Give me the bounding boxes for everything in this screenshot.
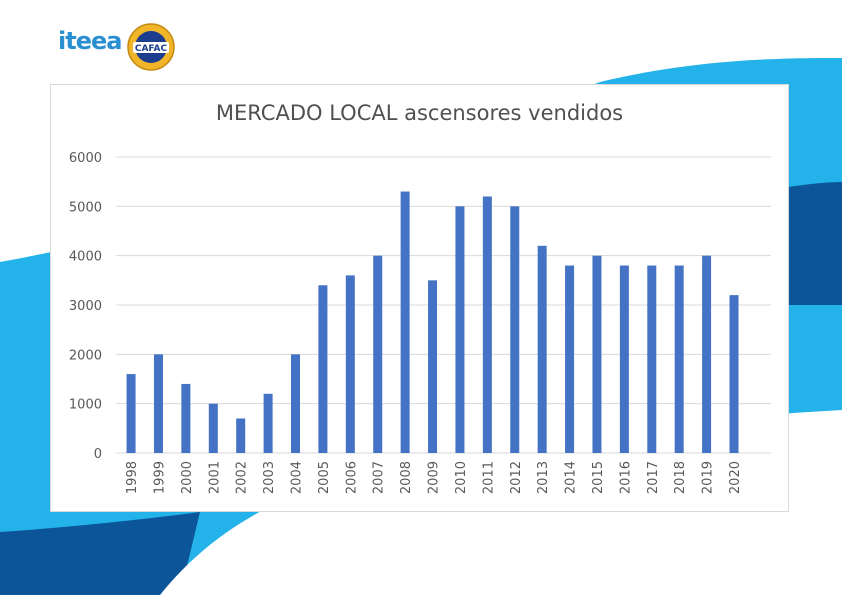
bar — [592, 255, 602, 453]
y-tick-label: 2000 — [69, 348, 102, 363]
bar — [318, 285, 328, 453]
bar-chart: 0 1000 2000 3000 4000 5000 6000 1998 1999 2000 200… — [69, 151, 771, 494]
x-tick-label: 2014 — [564, 461, 579, 494]
x-tick-label: 2015 — [591, 461, 606, 494]
wave-dark-bottom — [0, 512, 200, 595]
bar — [291, 354, 301, 453]
y-tick-label: 4000 — [69, 250, 102, 265]
chart-card: MERCADO LOCAL ascensores vendidos 0 1000 2… — [50, 84, 789, 512]
bar — [482, 196, 492, 453]
cafac-logo-text: CAFAC — [135, 44, 168, 54]
x-tick-label: 1998 — [125, 461, 140, 494]
x-tick-label: 2006 — [344, 461, 359, 494]
bar — [181, 383, 191, 453]
chart-title: MERCADO LOCAL ascensores vendidos — [215, 101, 624, 125]
bar — [373, 255, 383, 453]
bar — [619, 265, 629, 453]
bar — [674, 265, 684, 453]
bar — [647, 265, 657, 453]
x-tick-label: 2011 — [481, 461, 496, 494]
bar — [236, 418, 246, 453]
x-tick-label: 2001 — [207, 461, 222, 494]
y-tick-label: 0 — [94, 447, 102, 462]
bar — [400, 191, 410, 453]
x-tick-label: 2009 — [427, 461, 442, 494]
x-tick-label: 2018 — [673, 461, 688, 494]
y-tick-label: 1000 — [69, 398, 102, 413]
y-tick-label: 3000 — [69, 299, 102, 314]
x-tick-label: 2019 — [701, 461, 716, 494]
x-tick-label: 2010 — [454, 461, 469, 494]
x-tick-label: 2013 — [536, 461, 551, 494]
bar — [153, 354, 163, 453]
bar — [702, 255, 712, 453]
bar — [208, 403, 218, 453]
bar — [428, 280, 438, 453]
bar — [345, 275, 355, 453]
x-tick-label: 2005 — [317, 461, 332, 494]
x-tick-label: 2016 — [618, 461, 633, 494]
bar — [729, 295, 739, 453]
x-tick-label: 2004 — [290, 461, 305, 494]
x-tick-label: 2020 — [728, 461, 743, 494]
y-tick-label: 5000 — [69, 200, 102, 215]
x-tick-label: 2002 — [235, 461, 250, 494]
bar — [510, 206, 520, 453]
bar — [126, 374, 136, 453]
bar — [537, 245, 547, 453]
bar — [455, 206, 465, 453]
x-tick-label: 2000 — [180, 461, 195, 494]
y-tick-label: 6000 — [69, 151, 102, 166]
cafac-seal-icon: CAFAC — [127, 23, 175, 71]
x-tick-label: 2003 — [262, 461, 277, 494]
bar — [565, 265, 575, 453]
x-tick-label: 1999 — [152, 461, 167, 494]
x-tick-label: 2008 — [399, 461, 414, 494]
x-tick-label: 2012 — [509, 461, 524, 494]
iteea-logo-text: iteea — [58, 27, 122, 55]
iteea-logo: iteea — [58, 26, 122, 66]
bar — [263, 393, 273, 453]
x-tick-label: 2007 — [372, 461, 387, 494]
x-tick-label: 2017 — [646, 461, 661, 494]
